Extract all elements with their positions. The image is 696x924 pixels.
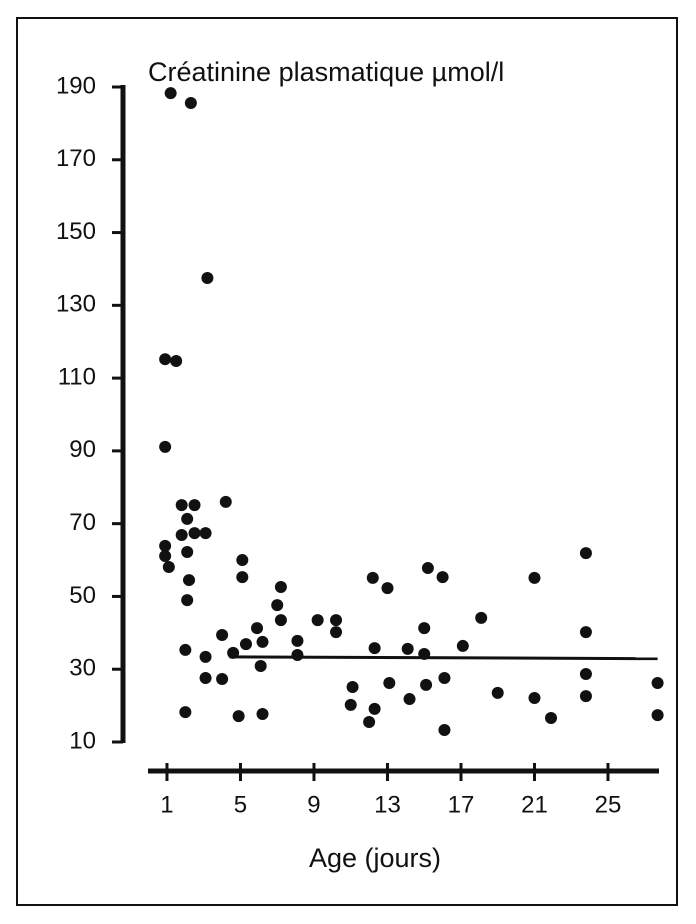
point <box>175 528 188 541</box>
point <box>188 527 201 540</box>
point <box>219 495 232 508</box>
x-tick-label: 21 <box>521 791 548 818</box>
point <box>291 634 304 647</box>
point <box>368 642 381 655</box>
x-tick-label: 9 <box>307 791 320 818</box>
y-tick-label: 110 <box>58 363 96 390</box>
point <box>528 571 541 584</box>
point <box>475 611 488 624</box>
point <box>216 629 229 642</box>
point <box>184 97 197 110</box>
point <box>256 635 269 648</box>
point <box>579 626 592 639</box>
y-tick-label: 150 <box>56 218 96 245</box>
point <box>330 614 343 627</box>
point <box>420 678 433 691</box>
point <box>188 499 201 512</box>
point <box>579 667 592 680</box>
point <box>199 527 212 540</box>
point <box>159 353 172 366</box>
point <box>236 554 249 567</box>
point <box>381 582 394 595</box>
y-tick-label: 130 <box>56 291 96 318</box>
y-tick-label: 10 <box>69 727 96 754</box>
reference-line <box>229 655 658 661</box>
point <box>368 702 381 715</box>
x-tick-label: 1 <box>160 791 173 818</box>
point <box>232 710 245 723</box>
chart-title: Créatinine plasmatique µmol/l <box>148 57 504 87</box>
point <box>274 614 287 627</box>
point <box>344 698 357 711</box>
point <box>175 499 188 512</box>
point <box>239 638 252 651</box>
point <box>383 677 396 690</box>
point <box>254 659 267 672</box>
point <box>421 562 434 575</box>
point <box>256 707 269 720</box>
point <box>579 547 592 560</box>
point <box>438 723 451 736</box>
point <box>179 706 192 719</box>
point <box>159 539 172 552</box>
point <box>179 643 192 656</box>
x-tick-label: 5 <box>234 791 247 818</box>
point <box>651 709 664 722</box>
point <box>363 715 376 728</box>
point <box>181 546 194 559</box>
point <box>236 571 249 584</box>
point <box>164 87 177 100</box>
point <box>199 650 212 663</box>
point <box>159 440 172 453</box>
y-tick-label: 90 <box>69 436 96 463</box>
point <box>181 512 194 525</box>
point <box>528 691 541 704</box>
point <box>366 571 379 584</box>
point <box>330 626 343 639</box>
point <box>162 560 175 573</box>
point <box>291 649 304 662</box>
point <box>274 580 287 593</box>
point <box>491 686 504 699</box>
point <box>216 673 229 686</box>
point <box>579 690 592 703</box>
point <box>438 671 451 684</box>
point <box>403 693 416 706</box>
point <box>346 681 359 694</box>
point <box>181 594 194 607</box>
x-axis-label: Age (jours) <box>309 843 441 873</box>
point <box>201 272 214 285</box>
point <box>401 642 414 655</box>
point <box>199 671 212 684</box>
point <box>251 622 264 635</box>
point <box>545 711 558 724</box>
point <box>456 639 469 652</box>
point <box>159 550 172 563</box>
x-tick-label: 25 <box>595 791 622 818</box>
y-tick-label: 170 <box>56 145 96 172</box>
x-tick-label: 13 <box>374 791 401 818</box>
point <box>170 355 183 368</box>
y-tick-label: 70 <box>69 509 96 536</box>
y-tick-label: 50 <box>69 582 96 609</box>
frame <box>16 17 678 906</box>
point <box>271 599 284 612</box>
y-tick-label: 30 <box>69 655 96 682</box>
x-tick-label: 17 <box>448 791 475 818</box>
point <box>651 677 664 690</box>
point <box>436 571 449 584</box>
point <box>418 622 431 635</box>
y-tick-label: 190 <box>56 72 96 99</box>
point <box>311 614 324 627</box>
point <box>183 574 196 587</box>
